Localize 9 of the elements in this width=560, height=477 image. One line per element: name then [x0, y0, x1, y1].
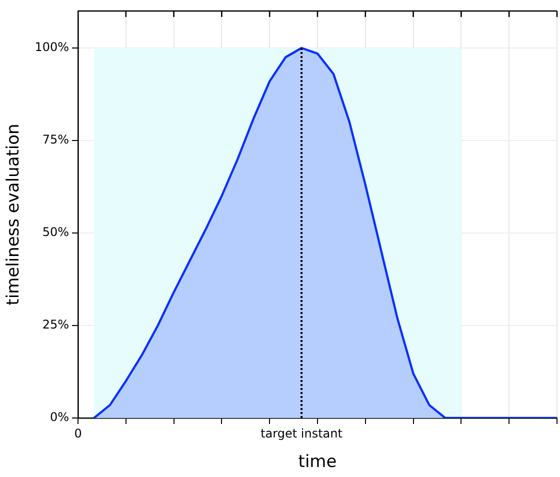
- y-tick-label: 75%: [42, 132, 69, 147]
- x-tick-label: target instant: [260, 426, 343, 440]
- y-axis-title: timeliness evaluation: [4, 124, 24, 306]
- y-tick-label: 0%: [50, 410, 69, 424]
- y-tick-label: 100%: [34, 40, 69, 54]
- y-tick-label: 25%: [42, 318, 69, 332]
- x-axis-title: time: [298, 452, 337, 472]
- x-tick-label: 0: [74, 426, 82, 440]
- y-tick-label: 50%: [42, 225, 69, 240]
